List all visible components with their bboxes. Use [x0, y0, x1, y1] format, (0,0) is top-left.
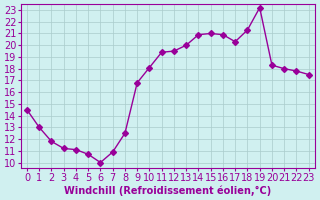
X-axis label: Windchill (Refroidissement éolien,°C): Windchill (Refroidissement éolien,°C)	[64, 185, 271, 196]
